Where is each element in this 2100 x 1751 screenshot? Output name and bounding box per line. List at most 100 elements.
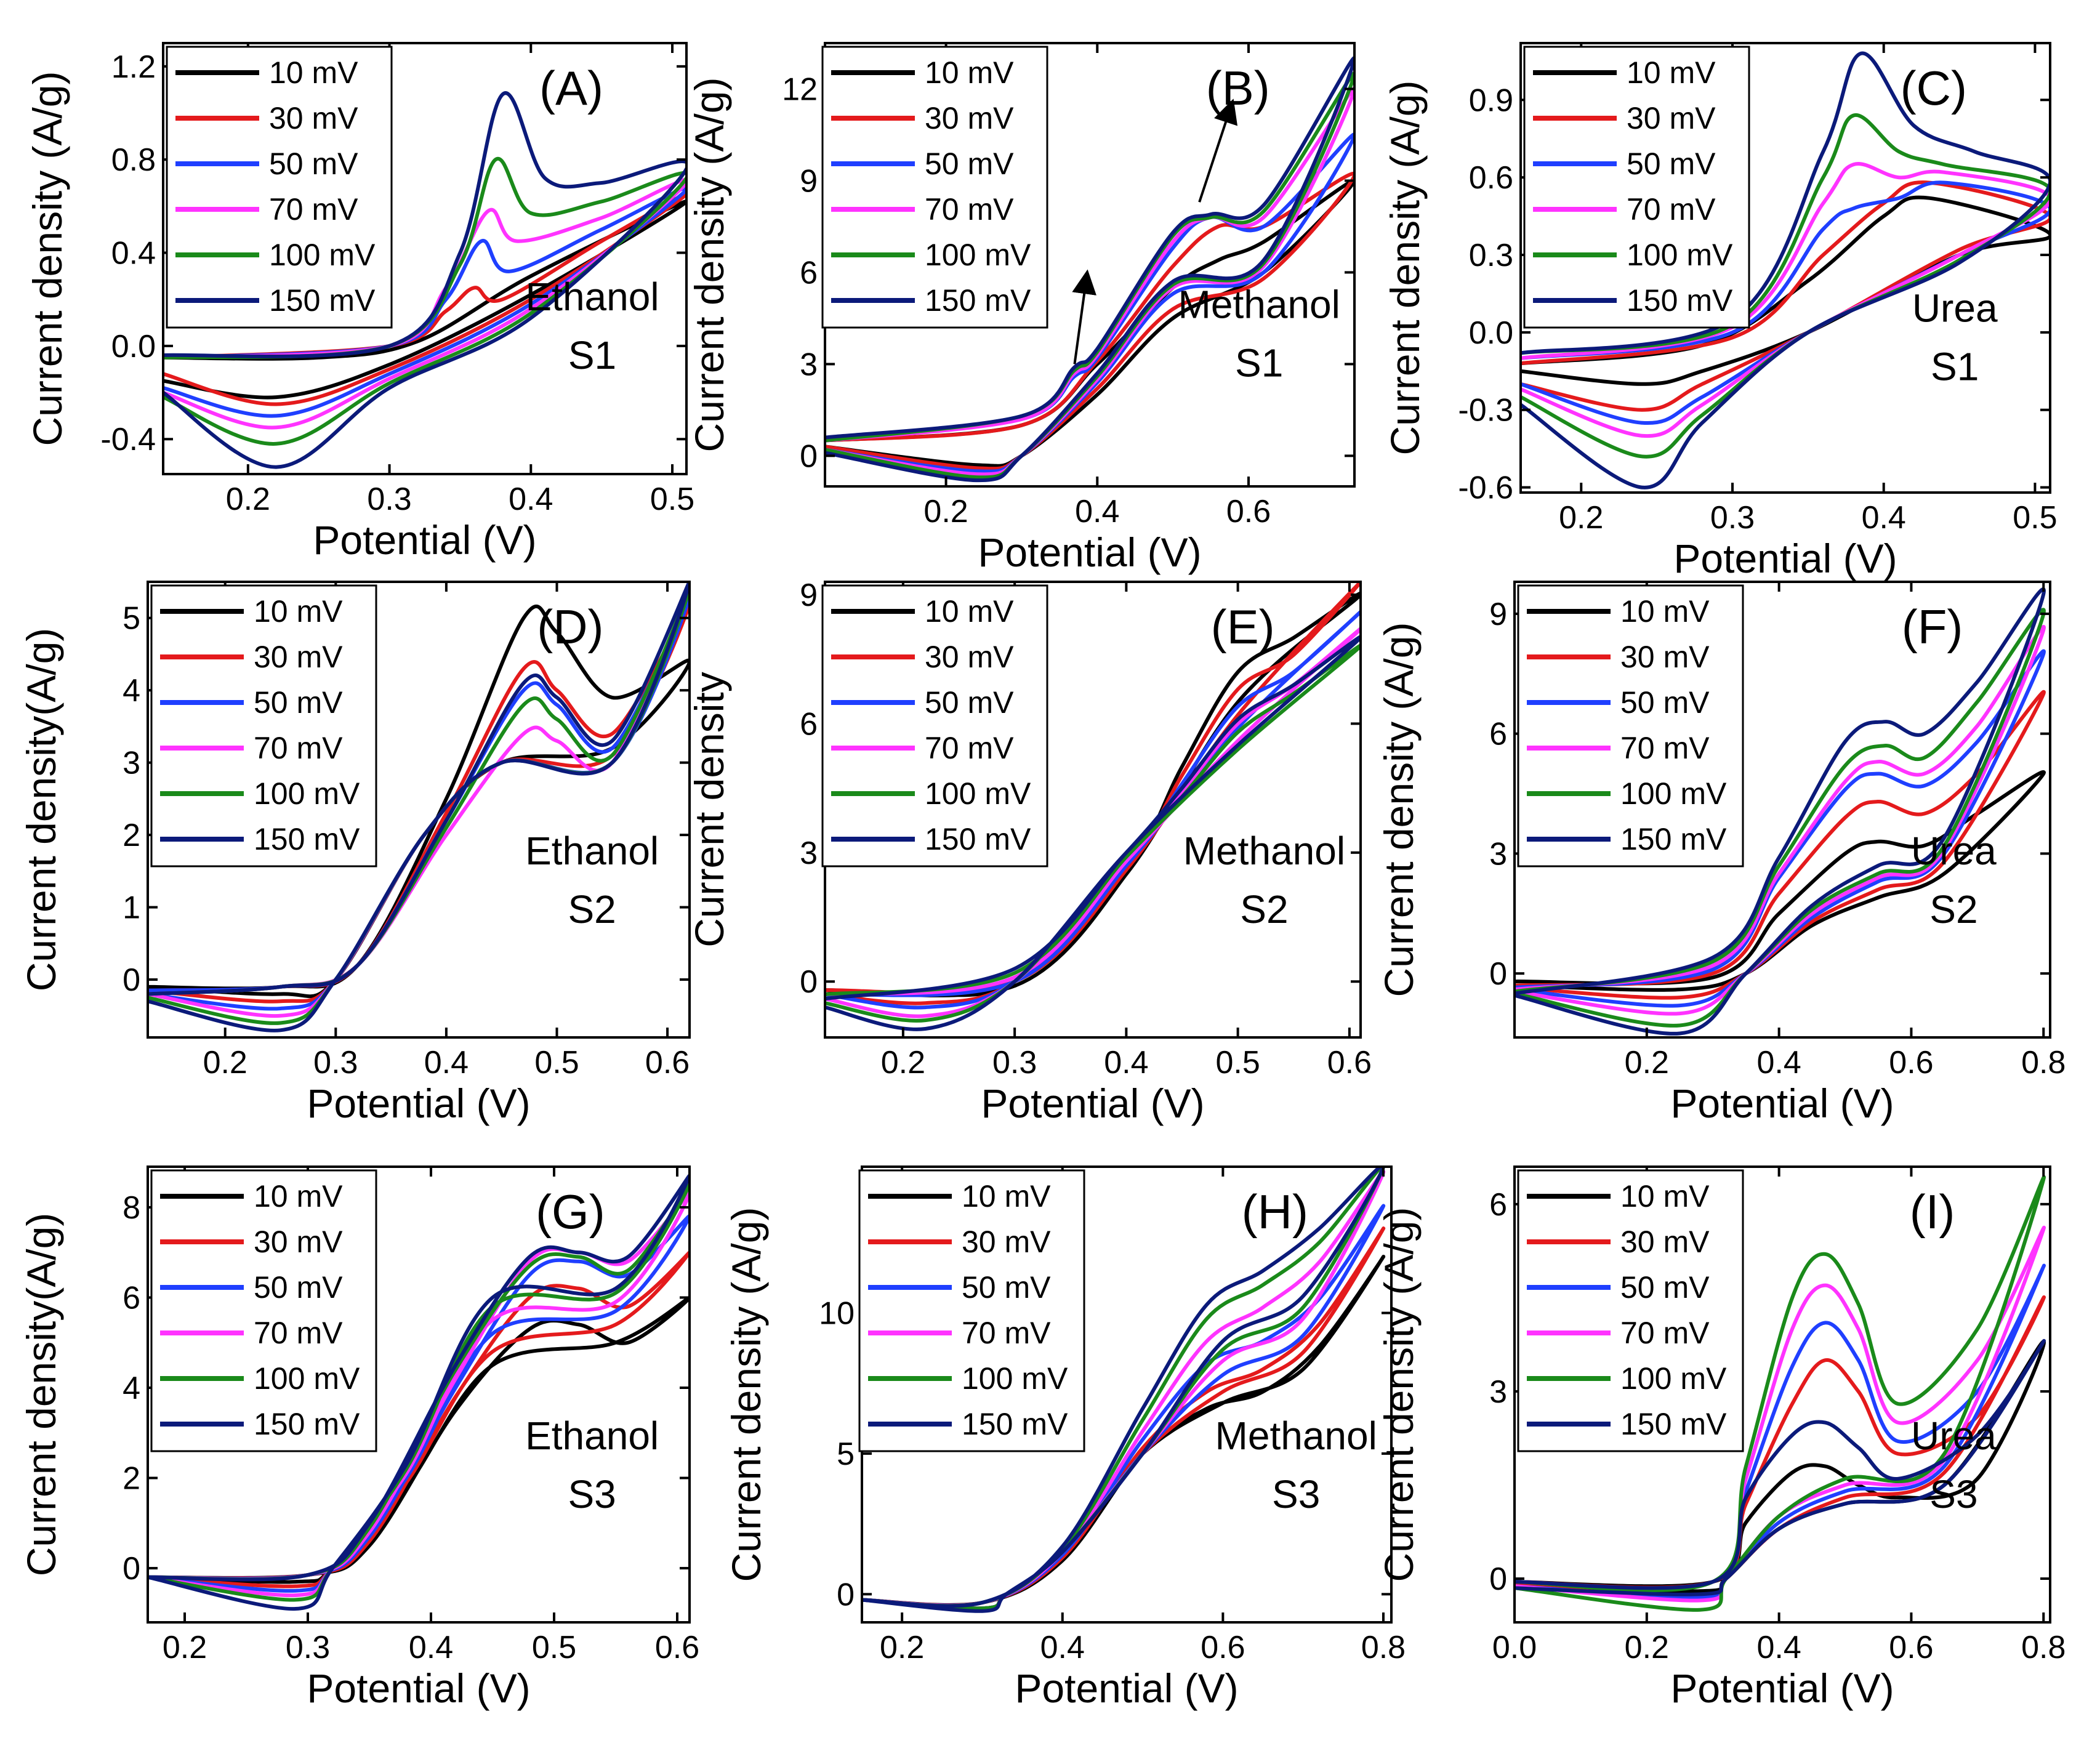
x-tick-label: 0.4 [1040,1630,1085,1665]
x-axis-label: Potential (V) [978,529,1201,575]
legend-label: 70 mV [254,1316,343,1350]
x-tick-label: 0.6 [655,1630,699,1665]
x-tick-label: 0.4 [424,1045,469,1081]
legend-label: 50 mV [962,1270,1051,1305]
legend-label: 70 mV [1620,1316,1710,1350]
legend-label: 10 mV [1620,1179,1710,1214]
y-tick-label: 6 [800,706,818,742]
legend-label: 70 mV [925,731,1014,765]
y-tick-label: 2 [123,818,140,853]
y-axis-label: Current density(A/g) [18,628,64,992]
panel-annotation: S1 [1931,345,1979,389]
y-tick-label: 0 [837,1577,855,1612]
y-tick-label: 0.3 [1469,238,1513,273]
legend-label: 10 mV [269,55,358,90]
legend-box [821,46,1048,329]
panel-annotation: Methanol [1183,829,1345,873]
legend-label: 70 mV [254,731,343,765]
x-tick-label: 0.6 [1327,1045,1372,1081]
x-tick-label: 0.4 [409,1630,453,1665]
x-tick-label: 0.3 [286,1630,330,1665]
legend: 10 mV 30 mV 50 mV 70 mV 100 mV 150 mV [150,584,377,867]
legend-box [858,1169,1085,1452]
y-tick-label: 9 [800,163,818,199]
x-tick-label: 0.6 [1226,494,1271,529]
panel-annotation: S3 [1929,1472,1977,1516]
x-tick-label: 0.8 [2021,1630,2066,1665]
series-line-150-mV [1515,587,2046,1036]
panel-letter: (G) [536,1185,605,1239]
x-axis-label: Potential (V) [1015,1665,1238,1711]
legend-label: 10 mV [925,55,1014,90]
legend-label: 50 mV [254,685,343,720]
x-axis-label: Potential (V) [307,1665,530,1711]
panel-annotation: S2 [1929,887,1977,932]
y-tick-label: 3 [800,835,818,871]
legend: 10 mV 30 mV 50 mV 70 mV 100 mV 150 mV [150,1169,377,1452]
legend-box [166,46,393,329]
plot-frame [147,1165,691,1624]
x-tick-label: 0.6 [1889,1630,1933,1665]
legend-label: 100 mV [254,776,360,811]
y-tick-label: 1 [123,890,140,926]
panel-3: 0.2 0.3 0.4 0.5 -0.6 -0.3 0.0 0.3 0.6 0.9 Potentia… [1382,42,2058,581]
y-tick-label: 8 [123,1190,140,1226]
x-axis-label: Potential (V) [1673,536,1897,581]
y-tick-label: 5 [123,601,140,637]
y-axis-label: Current density (A/g) [686,78,732,453]
legend-label: 150 mV [1627,283,1733,318]
y-tick-label: 4 [123,1371,140,1406]
series-group [148,1173,690,1611]
panel-letter: (E) [1211,600,1275,654]
x-tick-label: 0.4 [1862,500,1906,536]
panel-annotation: Urea [1911,1414,1997,1458]
panel-annotation: Ethanol [525,829,659,873]
y-tick-label: 0 [1489,956,1507,992]
legend-label: 10 mV [1627,55,1716,90]
panel-annotation: S1 [1235,340,1283,385]
series-line-100-mV [1521,113,2050,459]
y-tick-label: 9 [800,578,818,613]
series-line-150-mV [1515,1338,2046,1596]
y-tick-label: 9 [1489,597,1507,632]
y-tick-label: 3 [123,746,140,781]
legend: 10 mV 30 mV 50 mV 70 mV 100 mV 150 mV [858,1169,1085,1452]
legend-label: 30 mV [962,1225,1051,1259]
legend-box [1517,584,1744,867]
plot-frame [1519,42,2051,494]
y-tick-label: 6 [1489,717,1507,752]
x-tick-label: 0.2 [881,1045,925,1081]
x-tick-label: 0.2 [1559,500,1603,536]
y-tick-label: 6 [800,255,818,291]
panel-letter: (H) [1242,1185,1308,1239]
series-group [1515,587,2046,1036]
series-line-150-mV [148,582,690,1032]
y-tick-label: 12 [782,71,818,107]
x-tick-label: 0.5 [2013,500,2057,536]
panel-annotation: Methanol [1215,1414,1377,1458]
legend-label: 150 mV [1620,1407,1727,1441]
legend-label: 100 mV [925,238,1031,272]
legend-label: 50 mV [925,685,1014,720]
x-tick-label: 0.2 [163,1630,207,1665]
y-tick-label: 6 [1489,1187,1507,1223]
x-tick-label: 0.2 [880,1630,924,1665]
y-tick-label: 0.8 [111,142,156,178]
legend-label: 70 mV [962,1316,1051,1350]
legend-label: 150 mV [925,283,1031,318]
panel-annotation: S1 [568,333,616,377]
y-tick-label: 4 [123,673,140,709]
legend-label: 70 mV [925,192,1014,227]
legend-label: 10 mV [254,1179,343,1214]
panel-letter: (C) [1901,61,1967,115]
legend-label: 50 mV [269,147,358,181]
series-line-150-mV [825,635,1361,1031]
legend-label: 30 mV [925,640,1014,674]
x-tick-label: 0.5 [650,481,694,517]
panel-letter: (F) [1902,600,1963,654]
series-line-150-mV [825,56,1354,483]
panel-annotation: Ethanol [525,1414,659,1458]
legend-label: 30 mV [1620,640,1710,674]
x-tick-label: 0.6 [1201,1630,1245,1665]
